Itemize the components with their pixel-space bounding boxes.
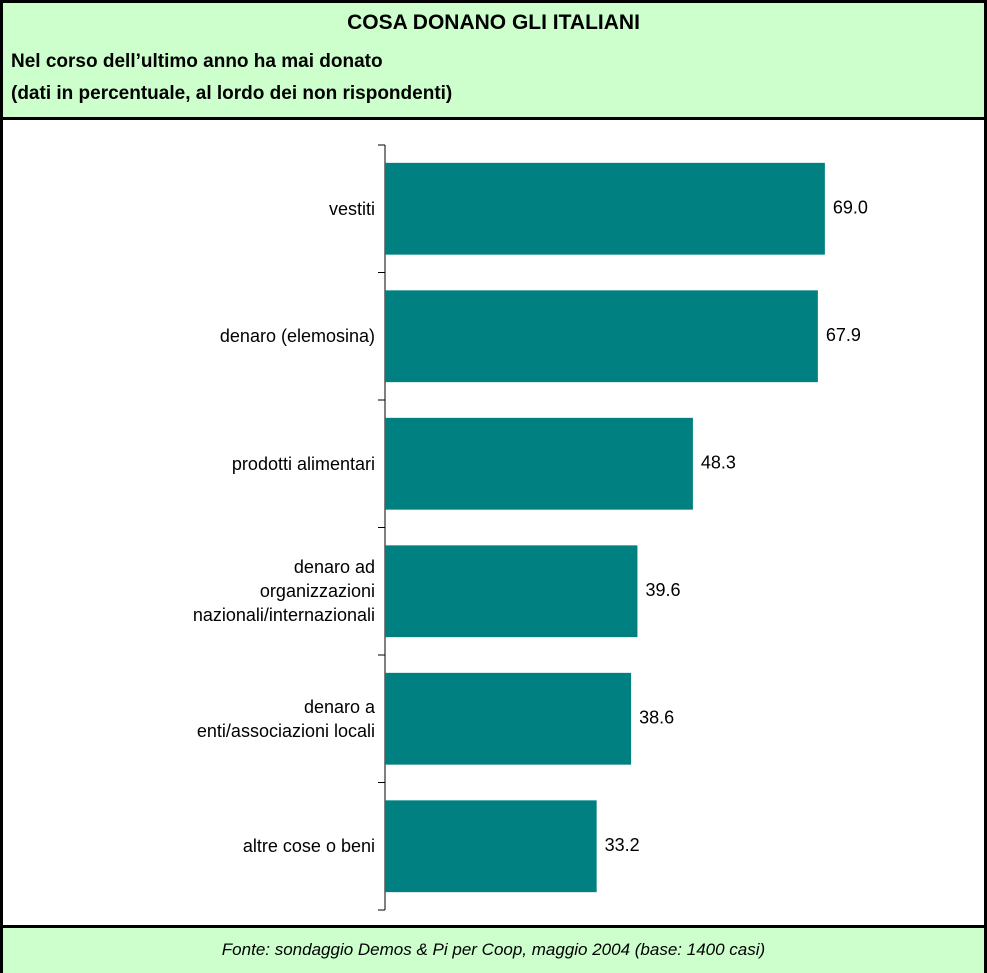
y-tick-label: denaro ad organizzazioni nazionali/inter… — [192, 557, 375, 626]
y-tick-label: denaro (elemosina) — [219, 326, 375, 347]
footer: Fonte: sondaggio Demos & Pi per Coop, ma… — [3, 925, 984, 973]
subtitle: Nel corso dell’ultimo anno ha mai donato — [11, 51, 383, 72]
value-label: 48.3 — [701, 453, 736, 473]
bar — [385, 800, 597, 893]
bar — [385, 417, 693, 510]
bar — [385, 290, 818, 383]
value-label: 33.2 — [605, 835, 640, 855]
value-label: 67.9 — [826, 325, 861, 345]
bar — [385, 545, 638, 638]
bar — [385, 672, 632, 765]
y-tick-label: altre cose o beni — [242, 836, 375, 857]
y-tick-label: vestiti — [328, 198, 375, 219]
chart-title: COSA DONANO GLI ITALIANI — [347, 11, 640, 34]
header: COSA DONANO GLI ITALIANI Nel corso dell’… — [3, 3, 984, 120]
bar — [385, 162, 825, 255]
value-label: 39.6 — [645, 580, 680, 600]
value-label: 38.6 — [639, 708, 674, 728]
subtitle: (dati in percentuale, al lordo dei non r… — [11, 83, 453, 104]
y-tick-label: denaro a enti/associazioni locali — [196, 696, 375, 741]
value-label: 69.0 — [833, 198, 868, 218]
source-note: Fonte: sondaggio Demos & Pi per Coop, ma… — [221, 940, 766, 959]
y-tick-label: prodotti alimentari — [231, 453, 375, 474]
